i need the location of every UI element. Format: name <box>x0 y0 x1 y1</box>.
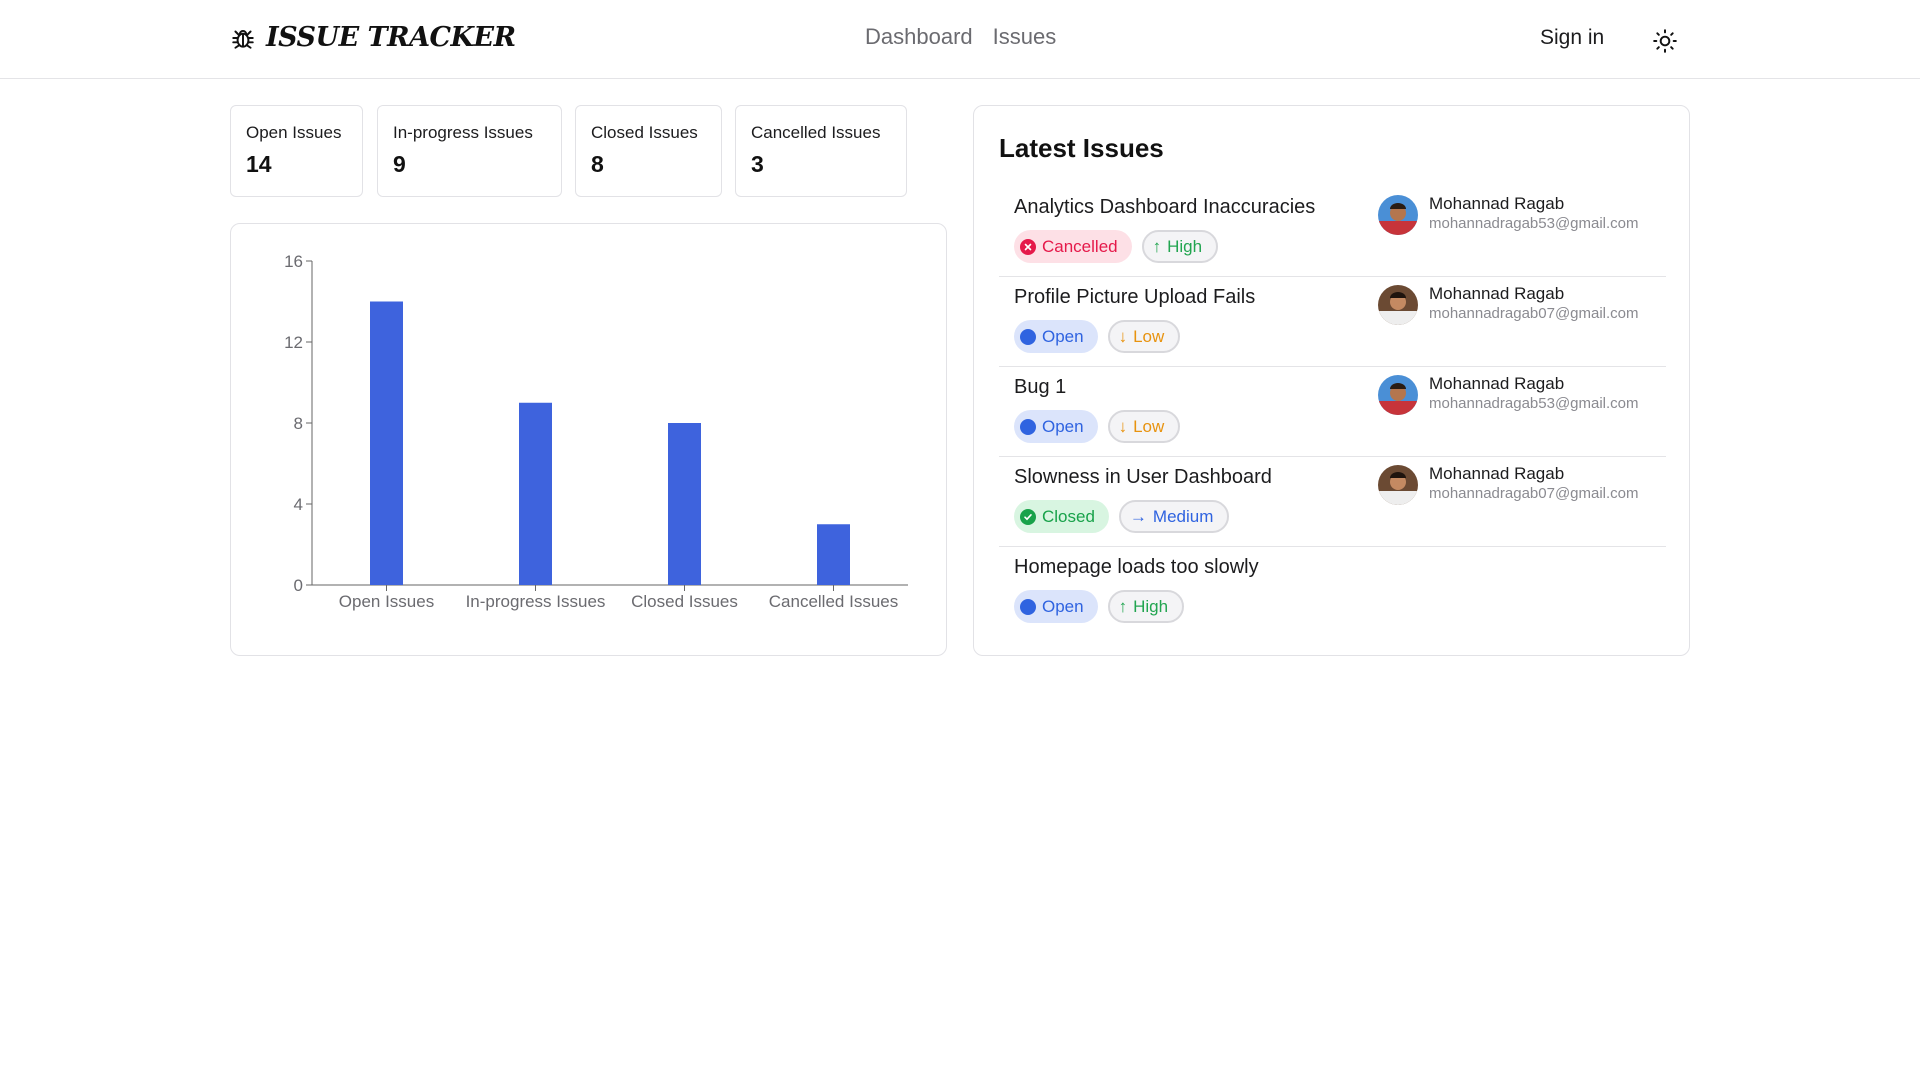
top-navbar: ISSUE TRACKER Dashboard Issues Sign in <box>0 0 1920 79</box>
latest-issues-title: Latest Issues <box>999 133 1164 163</box>
assignee-name: Mohannad Ragab <box>1429 194 1565 213</box>
circle-icon <box>1020 598 1036 615</box>
arrow-down-icon: ↓ <box>1118 326 1128 346</box>
stat-value: 3 <box>751 151 764 177</box>
priority-badge: ↓ Low <box>1107 320 1181 353</box>
assignee: Mohannad Ragab mohannadragab07@gmail.com <box>1378 284 1639 325</box>
stat-label: Closed Issues <box>591 123 698 142</box>
issue-row: Homepage loads too slowly Open ↑ High <box>999 548 1666 637</box>
issue-title-link[interactable]: Slowness in User Dashboard <box>1014 466 1272 488</box>
assignee-email: mohannadragab07@gmail.com <box>1429 485 1639 502</box>
bar-chart-svg: 0 4 8 12 16 Open Issues In-progress Issues Clos… <box>284 252 908 611</box>
bug-icon <box>232 29 254 49</box>
nav-issues[interactable]: Issues <box>992 24 1057 49</box>
issue-row: Analytics Dashboard Inaccuracies Cancell… <box>999 188 1666 277</box>
y-tick-label: 12 <box>284 333 303 352</box>
stat-card-closed: Closed Issues 8 <box>575 105 722 197</box>
latest-issues-card: Latest Issues Analytics Dashboard Inaccu… <box>973 105 1690 656</box>
issue-title-link[interactable]: Homepage loads too slowly <box>1014 556 1259 578</box>
arrow-right-icon: → <box>1129 506 1147 526</box>
circle-icon <box>1020 328 1036 345</box>
x-tick-label: Cancelled Issues <box>769 592 898 611</box>
issue-row: Profile Picture Upload Fails Open ↓ Low … <box>999 278 1666 367</box>
y-tick-label: 8 <box>294 414 303 433</box>
status-text: Open <box>1042 326 1084 346</box>
issues-bar-chart: 0 4 8 12 16 Open Issues In-progress Issues Clos… <box>230 223 947 656</box>
status-badge: Open <box>1014 410 1098 443</box>
stat-value: 9 <box>393 151 406 177</box>
x-tick-label: In-progress Issues <box>466 592 606 611</box>
assignee: Mohannad Ragab mohannadragab53@gmail.com <box>1378 374 1639 415</box>
assignee-name: Mohannad Ragab <box>1429 284 1565 303</box>
bar <box>370 301 403 585</box>
issue-row: Bug 1 Open ↓ Low Mohannad Ragab mohannad… <box>999 368 1666 457</box>
bar <box>817 524 850 585</box>
priority-text: High <box>1133 596 1169 616</box>
assignee: Mohannad Ragab mohannadragab07@gmail.com <box>1378 464 1639 505</box>
bar <box>668 423 701 585</box>
status-badge: Open <box>1014 320 1098 353</box>
circle-icon <box>1020 418 1036 435</box>
x-tick-label: Closed Issues <box>631 592 738 611</box>
assignee-name: Mohannad Ragab <box>1429 374 1565 393</box>
sign-in-link[interactable]: Sign in <box>1540 26 1605 49</box>
brand-logo[interactable]: ISSUE TRACKER <box>230 22 516 53</box>
priority-badge: ↑ High <box>1141 230 1219 263</box>
bar <box>519 402 552 585</box>
priority-text: Low <box>1133 326 1165 346</box>
assignee: Mohannad Ragab mohannadragab53@gmail.com <box>1378 194 1639 235</box>
status-badge: Cancelled <box>1014 230 1132 263</box>
priority-badge: → Medium <box>1118 500 1230 533</box>
avatar <box>1378 465 1418 505</box>
brand-name: ISSUE TRACKER <box>266 22 516 53</box>
nav-dashboard[interactable]: Dashboard <box>865 24 973 49</box>
stat-value: 8 <box>591 151 604 177</box>
arrow-up-icon: ↑ <box>1152 236 1162 256</box>
status-badge: Open <box>1014 590 1098 623</box>
assignee-email: mohannadragab07@gmail.com <box>1429 305 1639 322</box>
avatar <box>1378 285 1418 325</box>
x-circle-icon <box>1020 238 1036 255</box>
priority-text: Low <box>1133 416 1165 436</box>
assignee-email: mohannadragab53@gmail.com <box>1429 395 1639 412</box>
issue-title-link[interactable]: Profile Picture Upload Fails <box>1014 286 1256 308</box>
stat-card-cancelled: Cancelled Issues 3 <box>735 105 907 197</box>
stat-value: 14 <box>246 151 272 177</box>
arrow-down-icon: ↓ <box>1118 416 1128 436</box>
sun-icon[interactable] <box>1652 28 1678 54</box>
stat-label: In-progress Issues <box>393 123 533 142</box>
priority-badge: ↓ Low <box>1107 410 1181 443</box>
check-circle-icon <box>1020 508 1036 525</box>
status-text: Closed <box>1042 506 1095 526</box>
y-tick-label: 16 <box>284 252 303 271</box>
issue-title-link[interactable]: Bug 1 <box>1014 376 1067 398</box>
stat-card-in-progress: In-progress Issues 9 <box>377 105 562 197</box>
status-badge: Closed <box>1014 500 1109 533</box>
priority-text: Medium <box>1152 506 1214 526</box>
status-text: Open <box>1042 596 1084 616</box>
status-text: Open <box>1042 416 1084 436</box>
status-text: Cancelled <box>1042 236 1118 256</box>
assignee-email: mohannadragab53@gmail.com <box>1429 215 1639 232</box>
y-tick-label: 0 <box>294 576 303 595</box>
arrow-up-icon: ↑ <box>1118 596 1128 616</box>
avatar <box>1378 195 1418 235</box>
stat-label: Open Issues <box>246 123 342 142</box>
stat-label: Cancelled Issues <box>751 123 881 142</box>
issue-row: Slowness in User Dashboard Closed → Medi… <box>999 458 1666 547</box>
assignee-name: Mohannad Ragab <box>1429 464 1565 483</box>
stat-card-open: Open Issues 14 <box>230 105 363 197</box>
y-tick-label: 4 <box>294 495 303 514</box>
priority-text: High <box>1167 236 1203 256</box>
priority-badge: ↑ High <box>1107 590 1185 623</box>
x-tick-label: Open Issues <box>339 592 434 611</box>
issue-title-link[interactable]: Analytics Dashboard Inaccuracies <box>1014 196 1316 218</box>
main-nav: Dashboard Issues <box>865 24 1056 50</box>
avatar <box>1378 375 1418 415</box>
